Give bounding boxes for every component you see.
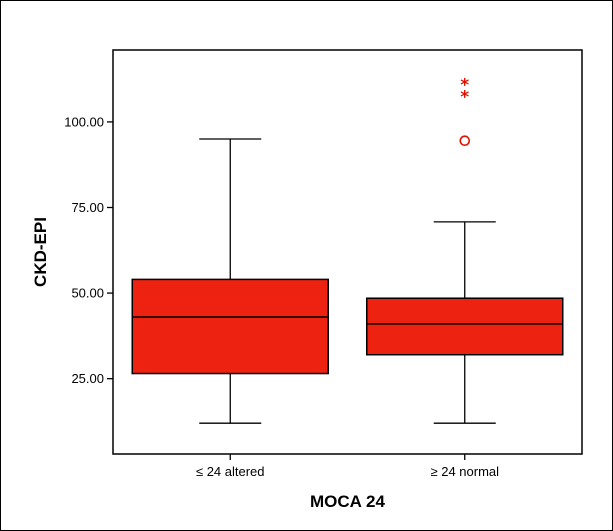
outlier-point bbox=[459, 135, 471, 147]
x-tick-label: ≥ 24 normal bbox=[430, 464, 499, 479]
boxes-group: ** bbox=[131, 76, 564, 424]
y-axis-title: CKD-EPI bbox=[31, 217, 50, 287]
iqr-box bbox=[366, 297, 564, 356]
y-axis: 25.00 50.00 75.00 100.00 bbox=[64, 114, 113, 386]
x-axis: ≤ 24 altered ≥ 24 normal bbox=[196, 454, 499, 479]
extreme-point: * bbox=[460, 88, 469, 108]
box-group bbox=[131, 138, 329, 424]
x-tick-label: ≤ 24 altered bbox=[196, 464, 265, 479]
x-axis-title: MOCA 24 bbox=[310, 492, 385, 511]
plot-area bbox=[112, 49, 583, 455]
iqr-box bbox=[131, 278, 329, 375]
box-group: ** bbox=[366, 76, 564, 424]
y-tick-label: 25.00 bbox=[71, 371, 104, 386]
extreme-point: * bbox=[460, 76, 469, 96]
y-tick-label: 50.00 bbox=[71, 286, 104, 301]
y-tick-label: 75.00 bbox=[71, 200, 104, 215]
y-tick-label: 100.00 bbox=[64, 114, 104, 129]
